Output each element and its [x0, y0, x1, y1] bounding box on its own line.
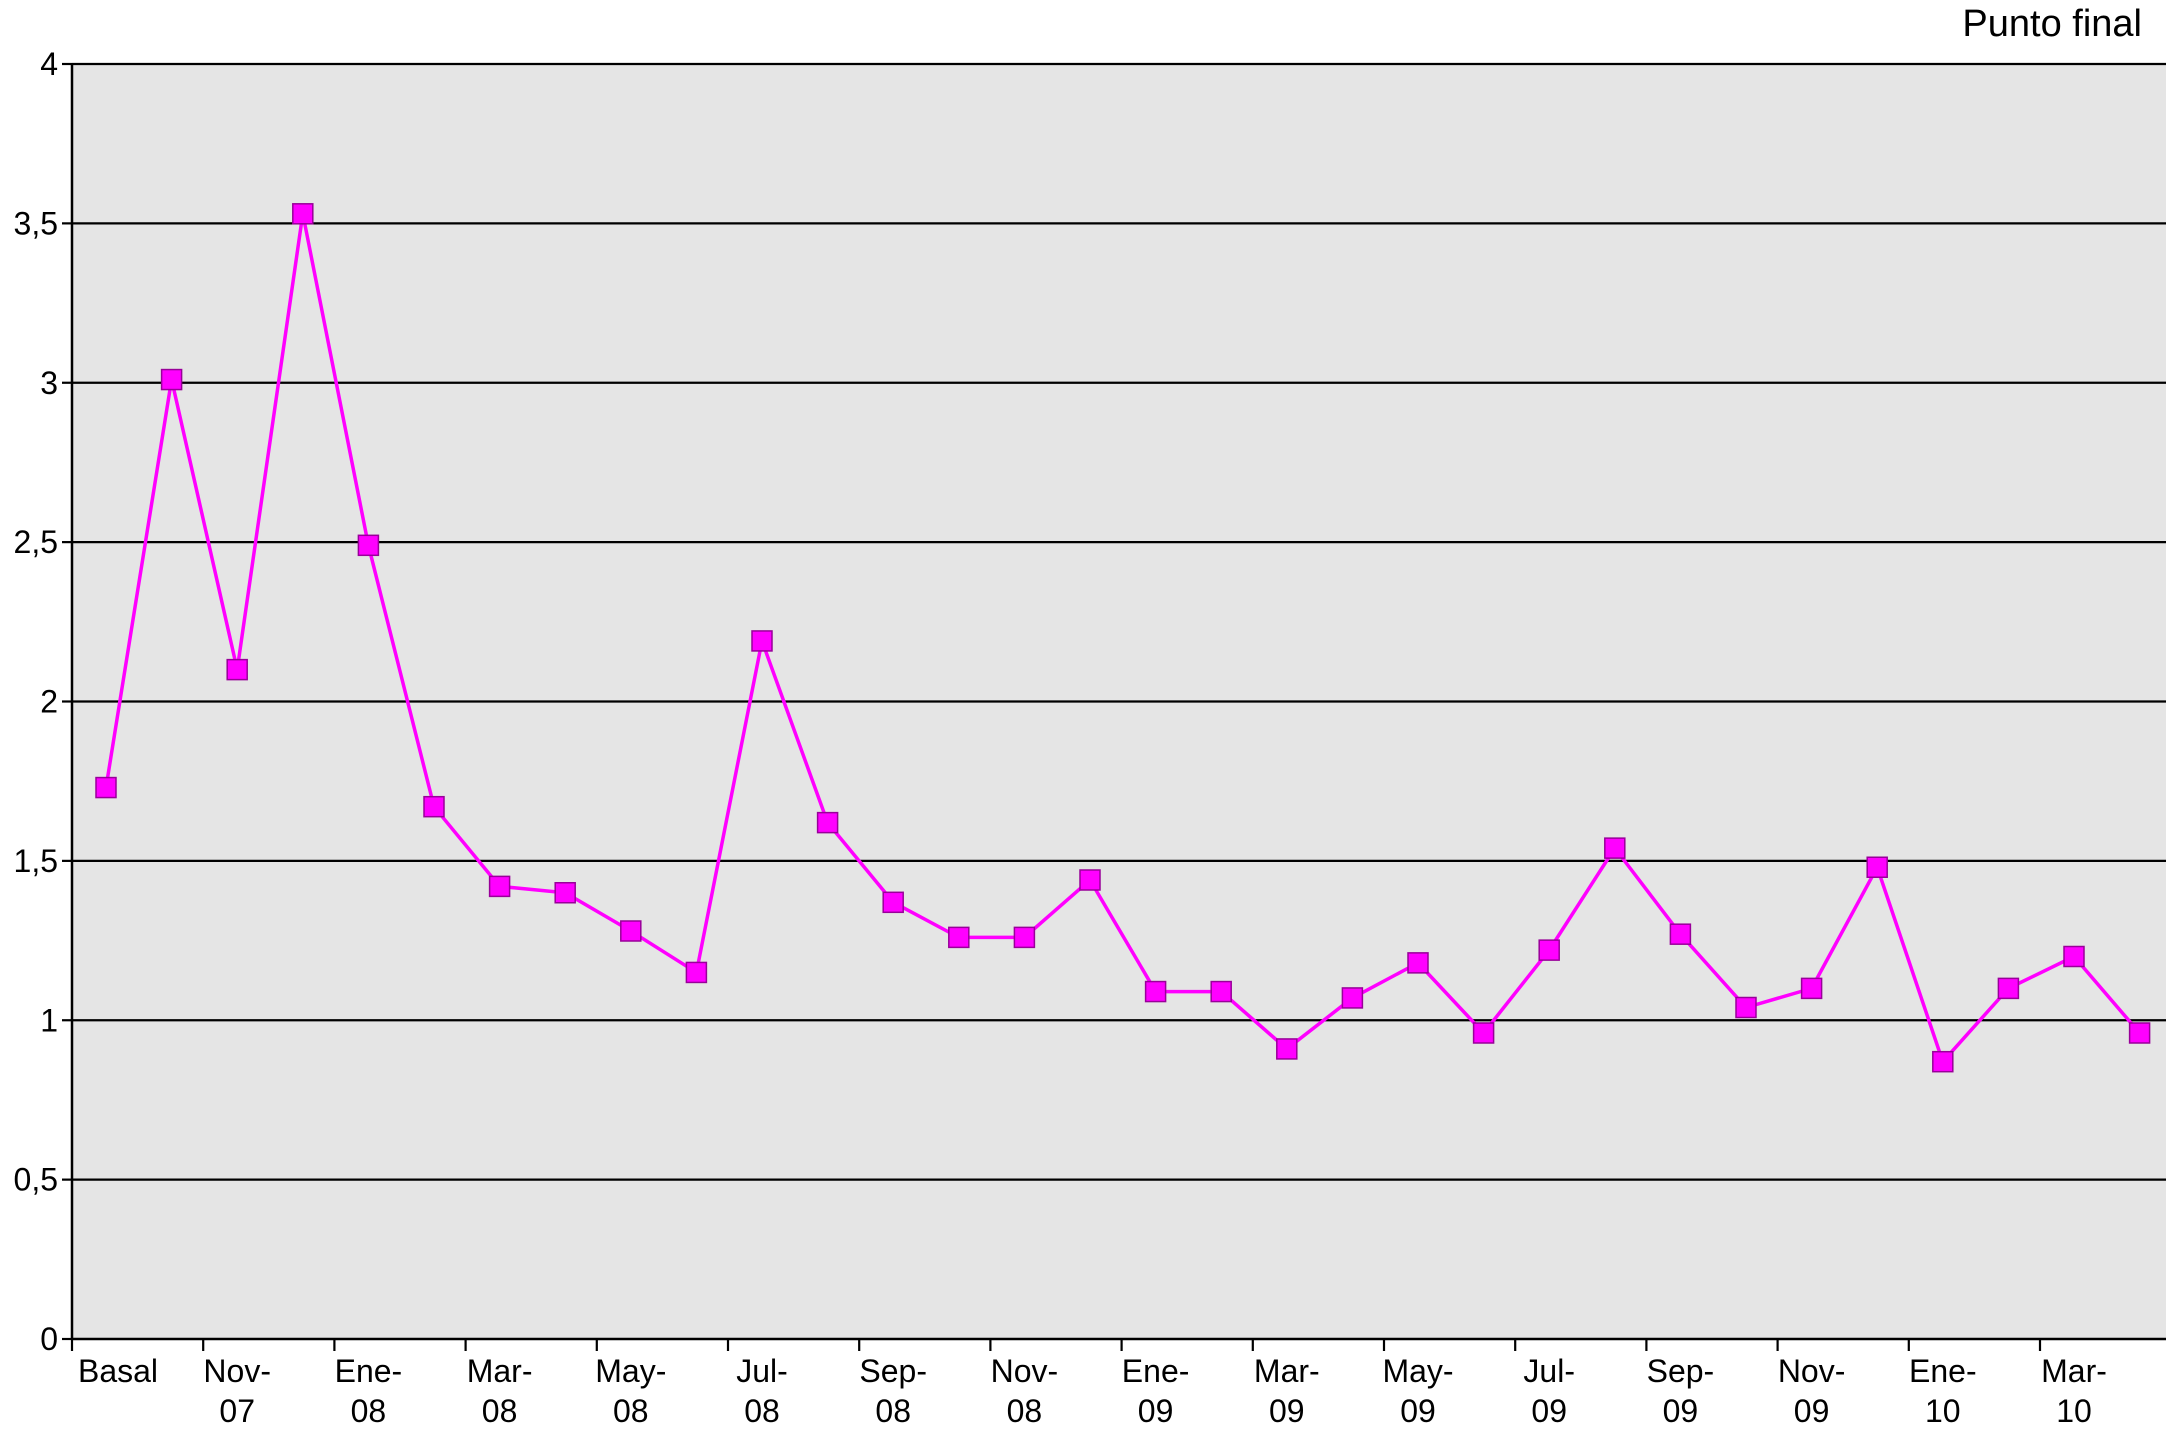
y-tick-label: 3	[40, 365, 58, 401]
x-tick-label: Jul-	[736, 1353, 788, 1389]
x-tick-label-year: 08	[613, 1393, 649, 1429]
x-tick-label-year: 08	[482, 1393, 518, 1429]
x-tick-label-year: 10	[1925, 1393, 1961, 1429]
series-polyline	[104, 212, 2141, 1064]
y-tick-label: 2	[40, 684, 58, 720]
series-markers	[95, 203, 2151, 1073]
data-point	[1538, 939, 1560, 961]
data-point	[1407, 952, 1429, 974]
data-point	[292, 203, 314, 225]
x-tick-label: Mar-	[1254, 1353, 1320, 1389]
x-tick-label-year: 08	[351, 1393, 387, 1429]
x-tick-label-year: 08	[744, 1393, 780, 1429]
data-point	[1472, 1022, 1495, 1044]
x-tick-label-year: 09	[1400, 1393, 1436, 1429]
data-point	[1800, 977, 1823, 1000]
data-point	[160, 368, 183, 391]
data-point	[423, 795, 445, 818]
x-tick-label-year: 08	[1007, 1393, 1043, 1429]
data-point	[1669, 923, 1692, 945]
x-tick-label: Nov-	[1778, 1353, 1846, 1389]
x-tick-label: Ene-	[335, 1353, 403, 1389]
x-axis-ticks: Basal Nov- 07 Ene- 08 Mar- 08 May- 08 Jul- 08 Sep- 0…	[70, 1339, 2107, 1429]
x-tick-label: Mar-	[2041, 1353, 2107, 1389]
data-point	[1604, 837, 1626, 859]
data-point	[1997, 977, 2020, 1000]
data-point	[1144, 980, 1167, 1003]
x-tick-label: Nov-	[991, 1353, 1059, 1389]
y-axis-ticks: 0 0,5 1 1,5 2 2,5 3 3,5 4	[14, 46, 72, 1357]
data-point	[1210, 980, 1232, 1003]
data-point	[2063, 945, 2085, 968]
data-point	[816, 811, 839, 834]
x-tick-label-year: 07	[219, 1393, 255, 1429]
data-point	[751, 630, 773, 652]
x-tick-label-year: 09	[1663, 1393, 1699, 1429]
data-point	[488, 875, 511, 898]
x-tick-label-year: 10	[2056, 1393, 2092, 1429]
data-point	[1735, 996, 1757, 1019]
data-point	[1866, 856, 1888, 878]
x-tick-label: Jul-	[1523, 1353, 1575, 1389]
x-tick-label-year: 08	[875, 1393, 911, 1429]
x-tick-label-year: 09	[1138, 1393, 1174, 1429]
x-tick-label-year: 09	[1531, 1393, 1567, 1429]
data-point	[357, 534, 380, 557]
x-tick-label: May-	[595, 1353, 666, 1389]
x-tick-label: Ene-	[1909, 1353, 1977, 1389]
data-point	[1276, 1038, 1298, 1060]
y-tick-label: 0	[40, 1321, 58, 1357]
grid-lines	[72, 62, 2166, 1181]
x-tick-label: Sep-	[1647, 1353, 1715, 1389]
data-point	[1341, 987, 1364, 1009]
x-tick-label: Mar-	[467, 1353, 533, 1389]
data-point	[1079, 869, 1101, 891]
data-point	[2128, 1022, 2151, 1044]
x-tick-label: Sep-	[859, 1353, 927, 1389]
x-tick-label-year: 09	[1269, 1393, 1305, 1429]
y-tick-label: 1,5	[14, 843, 58, 879]
data-point	[685, 961, 708, 984]
data-point	[95, 776, 117, 799]
y-tick-label: 1	[40, 1002, 58, 1038]
x-tick-label-year: 09	[1794, 1393, 1830, 1429]
y-tick-label: 4	[40, 46, 58, 82]
data-point	[1013, 926, 1036, 949]
data-point	[554, 882, 576, 904]
data-point	[1932, 1050, 1954, 1073]
series-line	[104, 212, 2141, 1064]
data-point	[226, 658, 248, 681]
x-tick-label: Basal	[78, 1353, 158, 1389]
data-point	[882, 891, 904, 914]
y-tick-label: 3,5	[14, 205, 58, 241]
annotation-punto-final: Punto final	[1962, 3, 2142, 45]
x-tick-label: Ene-	[1122, 1353, 1190, 1389]
data-point	[620, 920, 642, 942]
data-point	[948, 926, 970, 949]
x-tick-label: May-	[1382, 1353, 1453, 1389]
x-tick-label: Nov-	[203, 1353, 271, 1389]
y-tick-label: 0,5	[14, 1162, 58, 1198]
y-tick-label: 2,5	[14, 524, 58, 560]
